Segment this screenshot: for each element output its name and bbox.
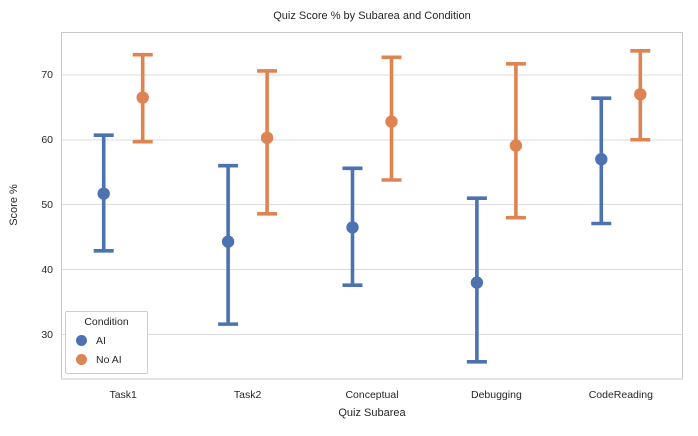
point-marker: [634, 88, 647, 101]
point-marker: [509, 139, 523, 152]
point-marker: [260, 131, 274, 145]
y-tick-label: 70: [41, 68, 53, 81]
plot-border: [61, 32, 683, 380]
point-marker: [136, 91, 149, 104]
legend-item-label: AI: [96, 334, 106, 347]
point-marker: [346, 221, 359, 234]
legend-item-label: No AI: [96, 353, 122, 366]
x-tick-label: Debugging: [470, 389, 522, 401]
point-marker: [221, 235, 235, 248]
point-marker: [385, 115, 398, 128]
legend: Condition AI No AI: [65, 311, 148, 374]
y-tick-label: 40: [41, 263, 53, 276]
chart-title: Quiz Score % by Subarea and Condition: [273, 10, 471, 22]
point-marker: [595, 153, 608, 166]
legend-title: Condition: [84, 316, 129, 328]
point-marker: [97, 187, 110, 200]
y-tick-label: 60: [41, 133, 53, 146]
x-tick-label: Task2: [233, 389, 262, 401]
legend-marker-icon: [76, 354, 87, 365]
x-axis-label: Quiz Subarea: [338, 407, 406, 419]
y-tick-label: 50: [41, 198, 53, 211]
point-marker: [470, 276, 484, 289]
x-tick-label: CodeReading: [588, 389, 653, 401]
legend-marker-icon: [76, 335, 87, 346]
legend-items: AI No AI: [66, 331, 147, 369]
legend-item: No AI: [66, 350, 147, 369]
x-tick-label: Task1: [109, 389, 137, 401]
x-tick-label: Conceptual: [345, 389, 399, 401]
legend-item: AI: [66, 331, 147, 350]
y-tick-label: 30: [41, 328, 53, 341]
